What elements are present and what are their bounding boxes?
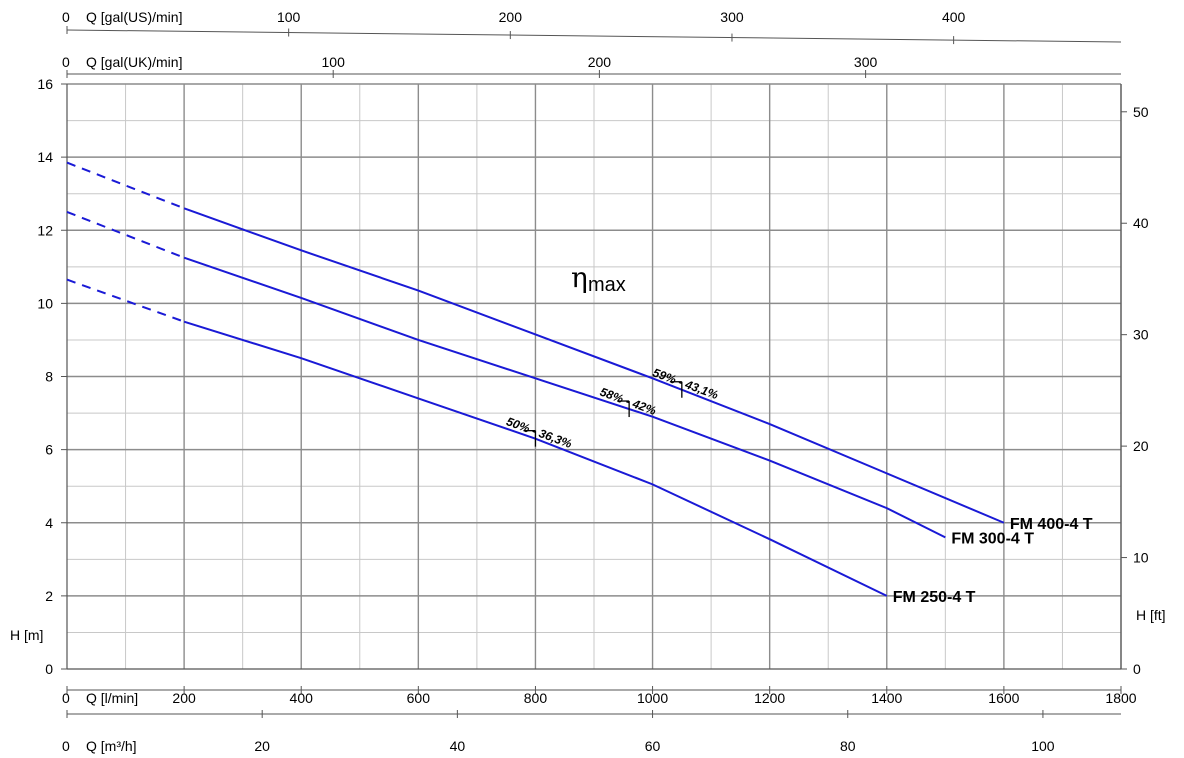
series-label: FM 400-4 T [1010, 516, 1093, 533]
x-axis-m3h-label: Q [m³/h] [86, 738, 137, 754]
y-ft-tick-label: 50 [1133, 104, 1149, 120]
y-m-tick-label: 12 [37, 222, 53, 238]
axes [61, 26, 1127, 718]
curve-series-1 [183, 207, 1005, 524]
x-galus-tick-label: 300 [720, 9, 744, 25]
x-lmin-tick-label: 200 [172, 690, 196, 706]
y-m-tick-label: 4 [45, 515, 53, 531]
grid-major [67, 83, 1122, 669]
x-m3h-tick-label: 80 [840, 738, 856, 754]
series-label: FM 300-4 T [951, 530, 1034, 547]
x-axis-galuk-label: Q [gal(UK)/min] [86, 54, 182, 70]
x-lmin-tick-label: 600 [407, 690, 431, 706]
curve-dashed-2 [66, 211, 185, 259]
y-ft-tick-label: 20 [1133, 438, 1149, 454]
y-m-tick-label: 8 [45, 369, 53, 385]
x-m3h-tick-label: 20 [254, 738, 270, 754]
x-m3h-tick-label: 0 [62, 738, 70, 754]
x-galus-tick-label: 200 [499, 9, 523, 25]
efficiency-label: 50% - 36,3% [504, 414, 574, 451]
y-m-tick-label: 2 [45, 588, 53, 604]
x-galus-tick-label: 100 [277, 9, 301, 25]
x-lmin-tick-label: 1400 [871, 690, 902, 706]
x-lmin-tick-label: 0 [62, 690, 70, 706]
x-lmin-tick-label: 800 [524, 690, 548, 706]
x-axis-lmin-label: Q [l/min] [86, 690, 138, 706]
x-lmin-tick-label: 1800 [1105, 690, 1136, 706]
efficiency-label: 59% - 43,1% [651, 365, 721, 402]
x-galus-tick-label: 0 [62, 9, 70, 25]
x-axis-galus-line [66, 29, 1122, 43]
y-m-tick-label: 14 [37, 149, 53, 165]
y-ft-tick-label: 0 [1133, 661, 1141, 677]
x-galuk-tick-label: 0 [62, 54, 70, 70]
eta-symbol: η [571, 261, 588, 294]
y-ft-tick-label: 30 [1133, 327, 1149, 343]
x-m3h-tick-label: 60 [645, 738, 661, 754]
x-galus-tick-label: 400 [942, 9, 966, 25]
x-lmin-tick-label: 400 [290, 690, 314, 706]
x-axis-galus-label: Q [gal(US)/min] [86, 9, 182, 25]
series-label: FM 250-4 T [893, 589, 976, 606]
y-m-tick-label: 0 [45, 661, 53, 677]
x-lmin-tick-label: 1000 [637, 690, 668, 706]
x-m3h-tick-label: 100 [1031, 738, 1055, 754]
y-ft-tick-label: 40 [1133, 215, 1149, 231]
eta-subscript: max [588, 274, 626, 296]
y-m-tick-label: 16 [37, 76, 53, 92]
curve-dashed-1 [66, 161, 185, 210]
x-galuk-tick-label: 100 [322, 54, 346, 70]
y-m-tick-label: 10 [37, 295, 53, 311]
y-axis-ft-label: H [ft] [1136, 607, 1166, 623]
x-galuk-tick-label: 200 [588, 54, 612, 70]
x-m3h-tick-label: 40 [450, 738, 466, 754]
y-axis-m-label: H [m] [10, 627, 43, 643]
y-ft-tick-label: 10 [1133, 550, 1149, 566]
curve-series-2 [183, 256, 946, 539]
curve-dashed-3 [66, 278, 185, 323]
x-lmin-tick-label: 1600 [988, 690, 1019, 706]
x-lmin-tick-label: 1200 [754, 690, 785, 706]
y-m-tick-label: 6 [45, 442, 53, 458]
x-galuk-tick-label: 300 [854, 54, 878, 70]
